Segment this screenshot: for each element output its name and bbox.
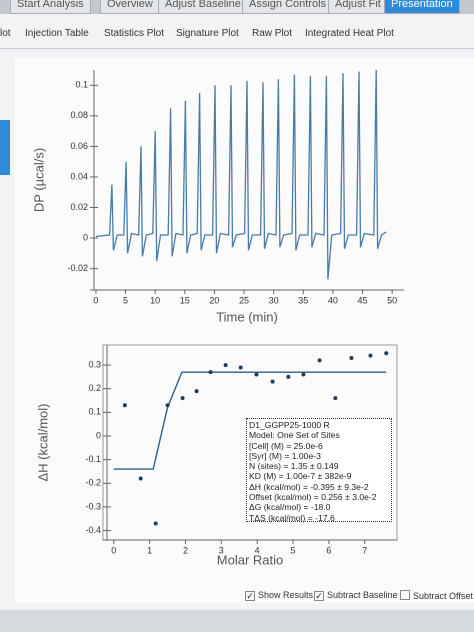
data-point xyxy=(238,365,243,370)
x-tick-label: 40 xyxy=(328,295,338,305)
sub-tab[interactable]: lot xyxy=(0,28,11,39)
x-tick-label: 20 xyxy=(209,295,219,305)
y-tick-label: -0.3 xyxy=(85,501,101,511)
x-tick-label: 10 xyxy=(150,295,160,305)
y-axis-title: ΔH (kcal/mol) xyxy=(35,403,50,481)
y-tick-label: 0.02 xyxy=(70,202,88,212)
x-tick-label: 50 xyxy=(387,295,397,305)
y-tick-label: 0.06 xyxy=(70,141,88,151)
data-point xyxy=(153,521,158,526)
data-point xyxy=(138,476,143,481)
options-bar: ✓ Show Results ✓ Subtract Baseline Subtract … xyxy=(0,588,474,604)
sub-tab[interactable]: Signature Plot xyxy=(176,28,239,39)
x-axis-title: Molar Ratio xyxy=(217,552,283,567)
option-label: Subtract Baseline xyxy=(327,590,398,600)
data-point xyxy=(349,356,354,360)
option[interactable]: Subtract Offset xyxy=(400,590,473,601)
sub-tab-bar: lot Injection Table Statistics Plot Sign… xyxy=(0,22,474,49)
tab[interactable]: Start Analysis xyxy=(10,0,91,14)
result-line: [Syr] (M) = 1.00e-3 xyxy=(249,450,321,461)
data-point xyxy=(301,372,306,377)
data-point xyxy=(317,358,322,363)
y-tick-label: 0 xyxy=(96,430,101,440)
x-tick-label: 15 xyxy=(180,295,190,305)
option[interactable]: ✓ Subtract Baseline xyxy=(314,590,398,601)
data-point xyxy=(208,370,213,375)
y-tick-label: -0.1 xyxy=(85,454,101,464)
checkbox-checked[interactable]: ✓ xyxy=(314,591,324,601)
result-line: N (sites) = 1.35 ± 0.149 xyxy=(249,461,339,472)
y-tick-label: 0.2 xyxy=(88,383,101,393)
x-tick-label: 1 xyxy=(147,545,152,555)
result-line: TΔS (kcal/mol) = -17.6 xyxy=(249,512,335,523)
y-tick-label: 0.1 xyxy=(88,407,101,417)
x-tick-label: 35 xyxy=(298,295,308,305)
checkbox[interactable] xyxy=(400,590,410,600)
x-tick-label: 6 xyxy=(326,545,331,555)
y-tick-label: 0.08 xyxy=(70,110,88,120)
footer xyxy=(0,610,474,632)
y-axis-title: DP (µcal/s) xyxy=(31,148,46,212)
sub-tab[interactable]: Injection Table xyxy=(25,28,89,39)
x-axis-title: Time (min) xyxy=(216,309,278,324)
data-point xyxy=(180,396,185,401)
option[interactable]: ✓ Show Results xyxy=(245,590,313,601)
x-tick-label: 5 xyxy=(291,545,296,555)
sub-tab[interactable]: Integrated Heat Plot xyxy=(305,28,394,39)
trace xyxy=(95,69,387,280)
y-tick-label: -0.02 xyxy=(67,263,88,273)
sub-tab[interactable]: Raw Plot xyxy=(252,28,293,39)
data-point xyxy=(384,351,389,356)
result-line: ΔH (kcal/mol) = -0.395 ± 9.3e-2 xyxy=(249,481,369,492)
x-tick-label: 45 xyxy=(358,295,368,305)
fit-line xyxy=(113,371,387,470)
data-point xyxy=(165,403,170,408)
side-marker xyxy=(0,120,10,175)
y-tick-label: 0.1 xyxy=(75,80,88,90)
data-point xyxy=(122,403,127,408)
option-label: Subtract Offset xyxy=(413,591,473,601)
x-tick-label: 2 xyxy=(183,545,188,555)
x-tick-label: 4 xyxy=(255,545,260,555)
tab[interactable]: Presentation xyxy=(384,0,460,14)
data-point xyxy=(333,396,338,401)
result-line: KD (M) = 1.00e-7 ± 382e-9 xyxy=(249,471,352,482)
x-tick-label: 30 xyxy=(269,295,279,305)
data-point xyxy=(270,379,275,384)
x-tick-label: 0 xyxy=(111,545,116,555)
y-tick-label: 0.3 xyxy=(88,359,101,369)
result-line: D1_GGPP25-1000 R xyxy=(249,420,330,430)
tab-bar: Start Analysis Overview Adjust Baseline … xyxy=(0,0,474,14)
y-tick-label: 0.04 xyxy=(70,171,88,181)
result-line: Model: One Set of Sites xyxy=(249,430,340,441)
y-tick-label: -0.4 xyxy=(85,525,101,535)
sub-tab[interactable]: Statistics Plot xyxy=(104,28,165,39)
result-line: Offset (kcal/mol) = 0.256 ± 3.0e-2 xyxy=(249,492,377,503)
x-tick-label: 5 xyxy=(123,295,128,305)
data-point xyxy=(368,353,373,358)
data-point xyxy=(286,374,291,379)
option-label: Show Results xyxy=(258,590,314,600)
x-tick-label: 25 xyxy=(239,295,249,305)
x-tick-label: 0 xyxy=(93,295,98,305)
x-tick-label: 7 xyxy=(362,545,367,555)
data-point xyxy=(223,363,228,368)
y-tick-label: 0 xyxy=(83,232,88,242)
data-point xyxy=(254,372,259,377)
x-tick-label: 3 xyxy=(219,545,224,555)
checkbox-checked[interactable]: ✓ xyxy=(245,591,255,601)
result-line: [Cell] (M) = 25.0e-6 xyxy=(249,440,323,451)
y-tick-label: -0.2 xyxy=(85,478,101,488)
data-point xyxy=(194,389,199,394)
result-line: ΔG (kcal/mol) = -18.0 xyxy=(249,502,331,513)
results-box[interactable]: D1_GGPP25-1000 R Model: One Set of Sites… xyxy=(246,418,392,523)
